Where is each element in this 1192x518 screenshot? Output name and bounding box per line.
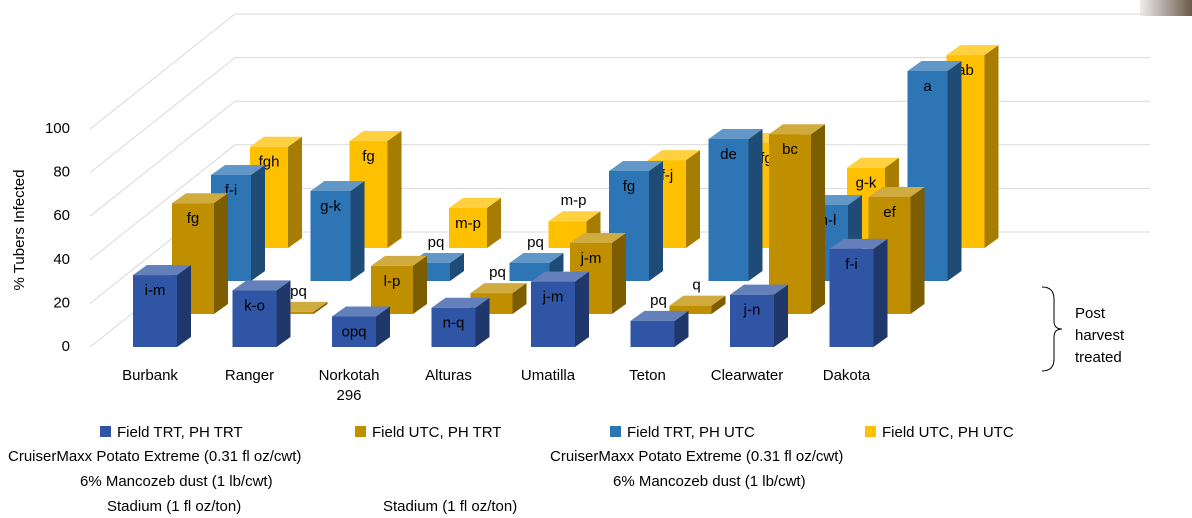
bar-side bbox=[649, 161, 663, 281]
value-label: pq bbox=[290, 283, 307, 300]
legend-label: Field UTC, PH TRT bbox=[372, 424, 501, 441]
x-tick-label: Umatilla bbox=[503, 366, 593, 386]
value-label: m-p bbox=[561, 192, 587, 209]
bar bbox=[631, 311, 689, 347]
x-tick-label: Burbank bbox=[105, 366, 195, 386]
legend-swatch bbox=[355, 426, 366, 437]
treatment-note: Stadium (1 fl oz/ton) bbox=[383, 498, 517, 515]
legend-swatch bbox=[100, 426, 111, 437]
bar-side bbox=[749, 129, 763, 281]
value-label: n-q bbox=[443, 315, 465, 332]
bar bbox=[133, 265, 191, 347]
value-label: fg bbox=[362, 148, 375, 165]
legend-label: Field TRT, PH TRT bbox=[117, 424, 243, 441]
annotation: Post harvest treated bbox=[1075, 303, 1155, 369]
bar-front bbox=[631, 321, 675, 347]
treatment-note: CruiserMaxx Potato Extreme (0.31 fl oz/c… bbox=[8, 448, 301, 465]
value-label: pq bbox=[650, 292, 667, 309]
bar-side bbox=[874, 239, 888, 347]
bar-side bbox=[214, 193, 228, 314]
value-label: q bbox=[692, 277, 700, 294]
bar-side bbox=[811, 124, 825, 314]
chart-container: % Tubers Infected 020406080100fghfgm-pm-… bbox=[0, 0, 1192, 518]
value-label: pq bbox=[489, 264, 506, 281]
bar-side bbox=[985, 45, 999, 248]
bar-side bbox=[911, 187, 925, 314]
x-tick-label: Teton bbox=[603, 366, 693, 386]
value-label: j-m bbox=[580, 250, 602, 267]
bar-side bbox=[612, 233, 626, 314]
bar-side bbox=[251, 165, 265, 281]
bar-side bbox=[288, 137, 302, 248]
legend-swatch bbox=[865, 426, 876, 437]
bar-side bbox=[686, 150, 700, 248]
value-label: pq bbox=[428, 234, 445, 251]
value-label: opq bbox=[341, 323, 366, 340]
value-label: fg bbox=[187, 210, 200, 227]
x-tick-label: Norkotah 296 bbox=[304, 366, 394, 406]
y-tick-label: 0 bbox=[62, 338, 70, 355]
bar-side bbox=[388, 131, 402, 248]
y-tick-label: 80 bbox=[53, 164, 70, 181]
y-tick-label: 20 bbox=[53, 294, 70, 311]
bar-side bbox=[413, 256, 427, 314]
bar-side bbox=[948, 61, 962, 281]
value-label: f-i bbox=[845, 256, 858, 273]
bar bbox=[531, 272, 589, 347]
y-tick-label: 40 bbox=[53, 251, 70, 268]
treatment-note: Stadium (1 fl oz/ton) bbox=[107, 498, 241, 515]
value-label: j-m bbox=[542, 289, 564, 306]
bar bbox=[311, 181, 365, 281]
value-label: k-o bbox=[244, 297, 265, 314]
x-tick-label: Alturas bbox=[404, 366, 494, 386]
treatment-note: CruiserMaxx Potato Extreme (0.31 fl oz/c… bbox=[550, 448, 843, 465]
value-label: i-m bbox=[145, 282, 166, 299]
bar-side bbox=[277, 280, 291, 347]
value-label: l-p bbox=[384, 273, 401, 290]
value-label: j-n bbox=[743, 302, 761, 319]
legend-swatch bbox=[610, 426, 621, 437]
chart: % Tubers Infected 020406080100fghfgm-pm-… bbox=[0, 0, 1192, 518]
y-axis-title: % Tubers Infected bbox=[11, 170, 28, 291]
value-label: pq bbox=[527, 234, 544, 251]
value-label: bc bbox=[782, 141, 798, 158]
legend-label: Field UTC, PH UTC bbox=[882, 424, 1014, 441]
bar-side bbox=[575, 272, 589, 347]
brace bbox=[1042, 287, 1062, 371]
bar-side bbox=[177, 265, 191, 347]
value-label: g-k bbox=[856, 175, 877, 192]
value-label: m-p bbox=[455, 215, 481, 232]
value-label: ef bbox=[883, 204, 896, 221]
value-label: fg bbox=[623, 178, 636, 195]
treatment-note: 6% Mancozeb dust (1 lb/cwt) bbox=[613, 473, 806, 490]
value-label: de bbox=[720, 146, 737, 163]
y-tick-label: 100 bbox=[45, 120, 70, 137]
value-label: g-k bbox=[320, 198, 341, 215]
treatment-note: 6% Mancozeb dust (1 lb/cwt) bbox=[80, 473, 273, 490]
y-tick-label: 60 bbox=[53, 207, 70, 224]
value-label: a bbox=[923, 78, 932, 95]
bar bbox=[830, 239, 888, 347]
bar-side bbox=[774, 285, 788, 347]
x-tick-label: Ranger bbox=[205, 366, 295, 386]
x-tick-label: Clearwater bbox=[702, 366, 792, 386]
legend-label: Field TRT, PH UTC bbox=[627, 424, 755, 441]
x-tick-label: Dakota bbox=[802, 366, 892, 386]
bar-side bbox=[351, 181, 365, 281]
